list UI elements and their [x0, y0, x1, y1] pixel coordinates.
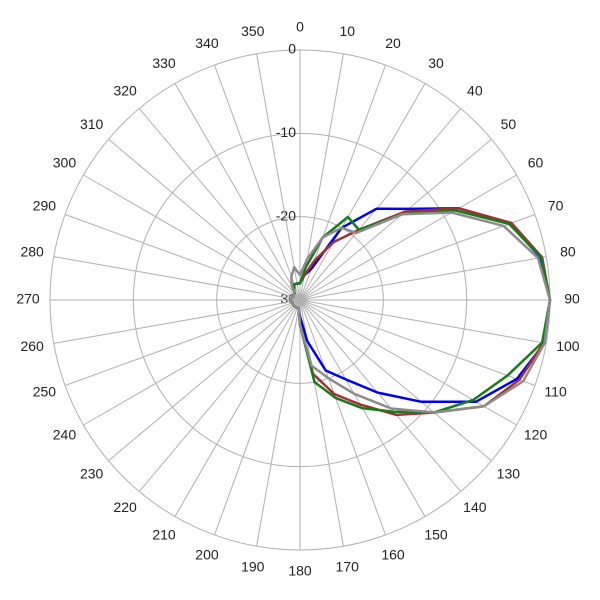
grid-spoke [214, 64, 301, 301]
grid-spoke [299, 138, 492, 301]
grid-spoke [299, 299, 462, 492]
grid-spoke [174, 299, 301, 517]
grid-spoke [53, 299, 301, 344]
theta-tick-label: 130 [497, 466, 521, 482]
grid-spoke [64, 299, 301, 386]
theta-tick-label: 120 [524, 427, 548, 443]
r-tick-label: -10 [276, 124, 296, 140]
theta-tick-label: 100 [556, 338, 580, 354]
theta-tick-label: 150 [424, 526, 448, 542]
theta-tick-label: 290 [33, 198, 57, 214]
grid-spoke [108, 299, 301, 462]
grid-spoke [299, 299, 386, 536]
theta-tick-label: 280 [20, 243, 44, 259]
theta-tick-label: 320 [113, 82, 137, 98]
grid-spoke [64, 214, 301, 301]
grid-spoke [256, 53, 301, 301]
grid-spoke [256, 299, 301, 547]
theta-tick-label: 340 [195, 35, 219, 51]
theta-tick-label: 60 [528, 155, 544, 171]
grid-spoke [83, 299, 301, 426]
theta-tick-label: 20 [385, 35, 401, 51]
theta-tick-label: 310 [80, 116, 104, 132]
grid-spoke [299, 214, 536, 301]
theta-tick-label: 30 [428, 55, 444, 71]
grid-spoke [299, 299, 547, 344]
theta-tick-label: 270 [16, 291, 40, 307]
theta-tick-label: 70 [548, 198, 564, 214]
grid-spoke [299, 108, 462, 301]
grid-spoke [138, 108, 301, 301]
theta-tick-label: 180 [288, 563, 312, 579]
grid-spoke [108, 138, 301, 301]
theta-tick-label: 240 [53, 427, 77, 443]
grid-spoke [174, 83, 301, 301]
theta-tick-label: 160 [381, 546, 405, 562]
theta-tick-label: 230 [80, 466, 104, 482]
theta-tick-label: 350 [241, 23, 265, 39]
theta-tick-label: 260 [20, 338, 44, 354]
series-line [290, 211, 552, 414]
theta-tick-label: 250 [33, 384, 57, 400]
theta-tick-label: 0 [296, 19, 304, 35]
theta-tick-label: 10 [339, 23, 355, 39]
theta-tick-label: 50 [501, 116, 517, 132]
grid-spoke [83, 174, 301, 301]
grid-spoke [53, 256, 301, 301]
theta-tick-label: 200 [195, 546, 219, 562]
theta-tick-label: 300 [53, 155, 77, 171]
theta-tick-label: 330 [152, 55, 176, 71]
theta-tick-label: 110 [544, 384, 567, 400]
grid-spoke [299, 299, 517, 426]
grid-spoke [299, 83, 426, 301]
theta-tick-label: 210 [152, 526, 176, 542]
grid-spoke [299, 299, 536, 386]
grid-spoke [299, 299, 492, 462]
theta-tick-label: 140 [463, 499, 487, 515]
grid-spoke [299, 174, 517, 301]
theta-tick-label: 170 [336, 559, 360, 575]
theta-tick-label: 90 [564, 291, 580, 307]
r-tick-label: 0 [288, 41, 296, 57]
theta-tick-label: 40 [467, 82, 483, 98]
grid-spoke [138, 299, 301, 492]
grid-spoke [299, 256, 547, 301]
theta-tick-label: 190 [241, 559, 265, 575]
grid-spoke [214, 299, 301, 536]
theta-tick-label: 220 [113, 499, 137, 515]
r-tick-label: -20 [276, 207, 296, 223]
theta-tick-label: 80 [560, 243, 576, 259]
